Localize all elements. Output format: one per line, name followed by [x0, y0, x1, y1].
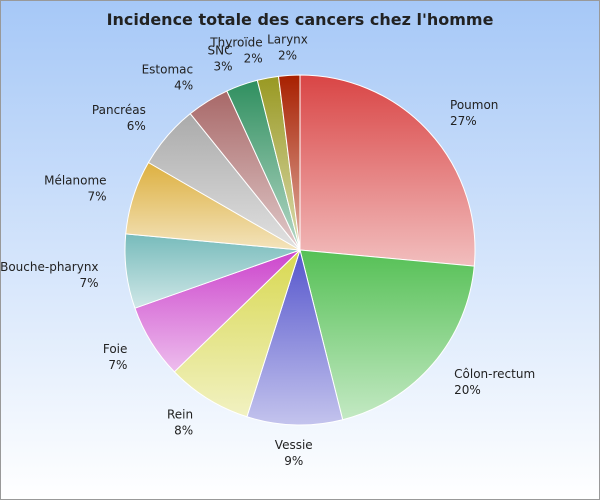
pie-slice-shade	[246, 248, 344, 426]
slice-value-label: 7%	[88, 189, 107, 203]
slice-label: Larynx	[267, 32, 308, 46]
slice-label: Poumon	[450, 98, 498, 112]
slice-value-label: 7%	[79, 276, 98, 290]
slice-label: Vessie	[275, 438, 313, 452]
pie-slice-shade	[299, 74, 476, 267]
slice-label: Rein	[167, 408, 193, 422]
slice-value-label: 7%	[108, 358, 127, 372]
slice-value-label: 20%	[454, 383, 481, 397]
slice-label: Thyroïde	[209, 35, 262, 49]
chart-title: Incidence totale des cancers chez l'homm…	[107, 10, 494, 29]
slice-label: Mélanome	[44, 173, 106, 187]
slice-value-label: 27%	[450, 114, 477, 128]
slice-label: Pancréas	[92, 103, 146, 117]
pie-slice-shade	[277, 74, 301, 251]
slice-value-label: 4%	[174, 78, 193, 92]
slice-label: Côlon-rectum	[454, 367, 535, 381]
slice-label: Foie	[103, 342, 128, 356]
slice-value-label: 2%	[278, 48, 297, 62]
pie-slice-shade	[299, 249, 475, 421]
slice-value-label: 2%	[244, 51, 263, 65]
slice-label: Estomac	[142, 62, 194, 76]
slice-value-label: 9%	[284, 454, 303, 468]
slice-value-label: 8%	[174, 424, 193, 438]
slice-label: Bouche-pharynx	[0, 260, 98, 274]
slice-value-label: 3%	[213, 60, 232, 74]
slice-value-label: 6%	[127, 119, 146, 133]
slice-label: SNC	[208, 44, 233, 58]
